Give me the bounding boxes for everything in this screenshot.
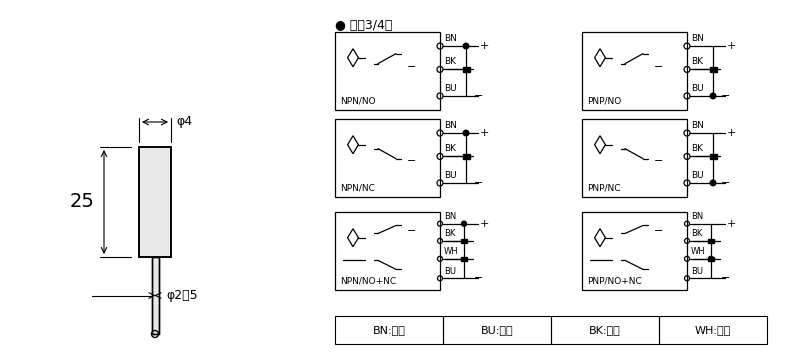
Text: BN: BN xyxy=(444,121,457,130)
Text: BK: BK xyxy=(444,57,456,67)
Text: BN: BN xyxy=(691,212,703,221)
Text: −: − xyxy=(407,62,416,72)
Bar xyxy=(139,147,171,257)
Text: −: − xyxy=(474,273,483,283)
Text: BN: BN xyxy=(691,121,704,130)
Circle shape xyxy=(463,130,469,136)
Text: −: − xyxy=(721,91,730,101)
Text: BU: BU xyxy=(691,84,704,93)
Bar xyxy=(139,147,171,257)
Text: −: − xyxy=(654,62,663,72)
Bar xyxy=(335,119,440,197)
Text: −: − xyxy=(407,156,416,166)
Bar xyxy=(151,257,158,334)
Circle shape xyxy=(710,93,716,99)
Text: 25: 25 xyxy=(70,193,94,212)
Text: +: + xyxy=(727,128,736,138)
Text: +: + xyxy=(480,219,490,229)
Bar xyxy=(462,154,470,159)
Bar xyxy=(708,257,714,261)
Text: −: − xyxy=(721,178,730,188)
Bar xyxy=(151,257,158,334)
Text: BU: BU xyxy=(444,84,457,93)
Circle shape xyxy=(462,221,466,226)
Text: −: − xyxy=(721,273,730,283)
Bar xyxy=(335,212,440,290)
Circle shape xyxy=(710,180,716,186)
Bar xyxy=(461,257,467,261)
Text: −: − xyxy=(654,226,663,237)
Bar xyxy=(659,316,767,344)
Text: PNP/NO: PNP/NO xyxy=(587,97,622,106)
Text: PNP/NC: PNP/NC xyxy=(587,184,621,193)
Text: −: − xyxy=(474,178,483,188)
Bar xyxy=(335,32,440,110)
Circle shape xyxy=(709,256,714,261)
Text: −: − xyxy=(654,156,663,166)
Text: +: + xyxy=(727,41,736,51)
Text: +: + xyxy=(480,128,490,138)
Bar xyxy=(335,316,443,344)
Text: BN: BN xyxy=(444,212,456,221)
Text: NPN/NC: NPN/NC xyxy=(340,184,375,193)
Text: PNP/NO+NC: PNP/NO+NC xyxy=(587,277,642,286)
Circle shape xyxy=(463,43,469,49)
Bar xyxy=(710,67,717,72)
Bar xyxy=(582,119,687,197)
Bar xyxy=(443,316,551,344)
Text: φ2．5: φ2．5 xyxy=(166,289,198,302)
Bar xyxy=(551,316,659,344)
Text: BK: BK xyxy=(691,57,703,67)
Text: BU: BU xyxy=(691,267,703,276)
Text: BK: BK xyxy=(691,144,703,153)
Text: +: + xyxy=(480,41,490,51)
Bar xyxy=(708,239,714,243)
Bar xyxy=(710,154,717,159)
Text: BU: BU xyxy=(444,171,457,180)
Text: NPN/NO: NPN/NO xyxy=(340,97,376,106)
Text: −: − xyxy=(407,226,416,237)
Text: ● 直流3/4线: ● 直流3/4线 xyxy=(335,19,392,32)
Text: NPN/NO+NC: NPN/NO+NC xyxy=(340,277,396,286)
Text: BU: BU xyxy=(444,267,456,276)
Text: BU: BU xyxy=(691,171,704,180)
Text: BU:兰色: BU:兰色 xyxy=(481,325,514,335)
Bar xyxy=(582,32,687,110)
Text: BK:黑色: BK:黑色 xyxy=(589,325,621,335)
Text: BN: BN xyxy=(691,34,704,43)
Text: +: + xyxy=(727,219,736,229)
Bar xyxy=(461,239,467,243)
Text: BK: BK xyxy=(691,230,702,238)
Text: WH: WH xyxy=(444,247,458,256)
Bar xyxy=(462,67,470,72)
Text: WH: WH xyxy=(691,247,706,256)
Text: BK: BK xyxy=(444,230,455,238)
Text: BN: BN xyxy=(444,34,457,43)
Text: BK: BK xyxy=(444,144,456,153)
Bar xyxy=(582,212,687,290)
Text: −: − xyxy=(474,91,483,101)
Text: WH:白色: WH:白色 xyxy=(695,325,731,335)
Text: φ4: φ4 xyxy=(176,115,192,128)
Text: BN:棕色: BN:棕色 xyxy=(373,325,406,335)
